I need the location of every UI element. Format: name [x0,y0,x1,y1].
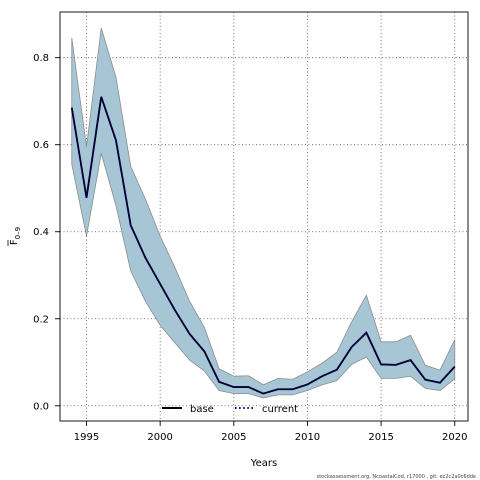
x-tick-label: 2020 [442,432,467,443]
legend: base current [162,404,298,415]
y-axis-title: F0–9 [7,227,22,246]
y-axis: 0.0 0.2 0.4 0.6 0.8 [33,53,60,412]
x-tick-label: 2000 [147,432,172,443]
y-tick-label: 0.2 [33,314,49,325]
x-tick-label: 2010 [295,432,320,443]
x-axis: 1995 2000 2005 2010 2015 2020 [74,421,467,443]
svg-text:F0–9: F0–9 [9,227,22,245]
grid-lines [60,12,468,421]
y-tick-label: 0.4 [33,227,49,238]
y-tick-label: 0.6 [33,140,49,151]
x-tick-label: 2005 [221,432,246,443]
series-current-line [70,96,456,395]
legend-current-label: current [262,404,298,415]
y-axis-title-sub: 0–9 [14,227,22,239]
x-axis-title: Years [250,458,277,469]
x-tick-label: 2015 [368,432,393,443]
confidence-band [71,27,456,399]
y-axis-title-main: F [9,239,20,245]
y-tick-label: 0.0 [33,401,49,412]
y-tick-label: 0.8 [33,53,49,64]
plot-frame [59,11,469,422]
x-tick-label: 1995 [74,432,99,443]
legend-base-label: base [190,404,214,415]
footer-text: stockassessment.org, NcoastalCod, r17000… [317,474,476,480]
